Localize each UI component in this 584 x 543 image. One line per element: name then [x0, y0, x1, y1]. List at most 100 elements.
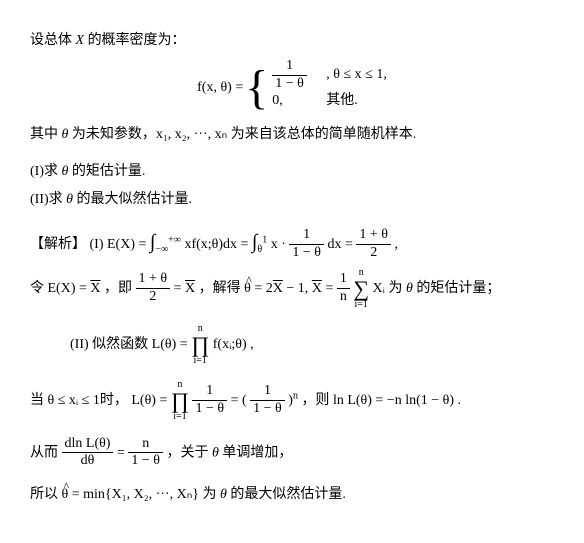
q1a: (I)求 [30, 164, 62, 179]
prod-1-icon: n∏i=1 [191, 324, 209, 366]
solution-part-1: 【解析】 (I) E(X) = ∫−∞+∞ xf(x;θ)dx = ∫θ1 x … [30, 226, 554, 262]
lnL: ln L(θ) = −n ln(1 − θ) [333, 393, 454, 408]
sum-icon: n∑i=1 [353, 268, 369, 310]
q2b: 的最大似然估计量. [73, 192, 192, 207]
cond: θ ≤ xᵢ ≤ 1 [48, 393, 100, 408]
solution-part-2: (II) 似然函数 L(θ) = n∏i=1 f(xᵢ;θ) , [30, 324, 554, 366]
dln-den: dθ [62, 453, 114, 470]
question-1: (I)求 θ 的矩估计量. [30, 161, 554, 183]
d-den: 1 − θ [128, 453, 163, 470]
EX-lhs: E(X) = [107, 237, 150, 252]
int2-fden: 1 − θ [289, 245, 324, 262]
t2b: 为未知参数， [68, 127, 156, 142]
case1-num: 1 [272, 58, 307, 76]
lk-dot: . [458, 393, 462, 408]
var-X: X [76, 33, 85, 48]
Xi: Xᵢ [373, 281, 385, 296]
p2-comma: , [250, 337, 254, 352]
fx-lhs: f(x, θ) = [197, 77, 243, 99]
ie-den: 2 [136, 289, 171, 306]
xbar-2: X [185, 281, 195, 296]
conclusion-line: 所以 θ = min{X₁, X₂, ···, Xₙ} 为 θ 的最大似然估计量… [30, 484, 554, 506]
lk-den2: 1 − θ [250, 401, 285, 418]
theta-mono: θ [212, 445, 219, 460]
theta-q2: θ [66, 192, 73, 207]
int1-body: xf(x;θ)dx = [184, 237, 251, 252]
pow-n: n [293, 390, 298, 401]
d-num: n [128, 436, 163, 454]
ismle: 为 [203, 487, 221, 502]
dx-eq: dx = [327, 237, 356, 252]
minus1: − 1, [283, 281, 312, 296]
int1-lo: −∞ [155, 243, 168, 254]
piecewise-cases: 11 − θ , θ ≤ x ≤ 1, 0, 其他. [272, 62, 387, 114]
integral-1-icon: ∫ [150, 231, 155, 253]
xbar-4: X [312, 281, 322, 296]
when: 当 [30, 393, 48, 408]
density-definition: f(x, θ) = { 11 − θ , θ ≤ x ≤ 1, 0, 其他. [30, 62, 554, 114]
res-den: 2 [356, 245, 391, 262]
ie: ，即 [104, 281, 136, 296]
p1-comma: , [395, 237, 399, 252]
brace-icon: { [245, 64, 268, 112]
int2-lo: θ [257, 243, 262, 254]
hat-min: = min{X₁, X₂, ···, Xₙ} [72, 487, 199, 502]
thus: 从而 [30, 445, 62, 460]
lk-num2: 1 [250, 383, 285, 401]
sol-label: 【解析】 [30, 237, 86, 252]
mle2: 的最大似然估计量. [227, 487, 346, 502]
case2-zero: 0, [272, 90, 326, 112]
then: ，则 [301, 393, 333, 408]
t2a: 其中 [30, 127, 62, 142]
p1-label: (I) [90, 237, 108, 252]
p2-label: (II) 似然函数 [70, 337, 152, 352]
eq-paren: = ( [231, 393, 247, 408]
theta-mom: θ [406, 281, 413, 296]
solve: ，解得 [199, 281, 245, 296]
EX-eq: E(X) = [48, 281, 91, 296]
theta-mle: θ [220, 487, 227, 502]
theta-hat-1: θ [244, 281, 251, 296]
xbar-1: X [90, 281, 100, 296]
theta-hat-2: θ [62, 487, 69, 502]
Lth-2: L(θ) = [131, 393, 170, 408]
int2-fnum: 1 [289, 227, 324, 245]
case2-other: 其他. [326, 90, 358, 112]
t1a: 设总体 [30, 33, 76, 48]
fxi: f(xᵢ;θ) [213, 337, 247, 352]
question-2: (II)求 θ 的最大似然估计量. [30, 189, 554, 211]
t2c: 为来自该总体的简单随机样本. [227, 127, 416, 142]
one-n-den: n [337, 289, 350, 306]
integral-2-icon: ∫ [252, 231, 257, 253]
mono2: 单调增加， [219, 445, 293, 460]
lk-den1: 1 − θ [192, 401, 227, 418]
hat-eq: = 2 [251, 281, 273, 296]
int1-hi: +∞ [168, 234, 181, 245]
let: 令 [30, 281, 48, 296]
problem-line-1: 设总体 X 的概率密度为： [30, 30, 554, 52]
q1b: 的矩估计量. [68, 164, 145, 179]
moment-estimator-line: 令 E(X) = X ，即 1 + θ2 = X ，解得 θ = 2X − 1,… [30, 268, 554, 310]
d-eq: = [117, 445, 128, 460]
int2-body: x · [271, 237, 290, 252]
mom2: 的矩估计量； [413, 281, 501, 296]
prod-2-icon: n∏i=1 [171, 380, 189, 422]
ie-num: 1 + θ [136, 271, 171, 289]
dln-num: dln L(θ) [62, 436, 114, 454]
problem-line-2: 其中 θ 为未知参数，x₁, x₂, ···, xₙ 为来自该总体的简单随机样本… [30, 124, 554, 146]
int2-hi: 1 [262, 234, 267, 245]
case1-cond: , θ ≤ x ≤ 1, [326, 64, 387, 86]
xbar-3: X [273, 281, 283, 296]
so: 所以 [30, 487, 62, 502]
Lth-1: L(θ) = [152, 337, 191, 352]
res-num: 1 + θ [356, 227, 391, 245]
mono: ，关于 [167, 445, 213, 460]
when2: 时， [100, 393, 128, 408]
eq-xbar: = [174, 281, 185, 296]
derivative-line: 从而 dln L(θ)dθ = n1 − θ ，关于 θ 单调增加， [30, 436, 554, 471]
xbar-def-eq: = [322, 281, 337, 296]
t1b: 的概率密度为： [84, 33, 186, 48]
lk-num1: 1 [192, 383, 227, 401]
sample-xs: x₁, x₂, ···, xₙ [156, 127, 227, 142]
one-n-num: 1 [337, 271, 350, 289]
